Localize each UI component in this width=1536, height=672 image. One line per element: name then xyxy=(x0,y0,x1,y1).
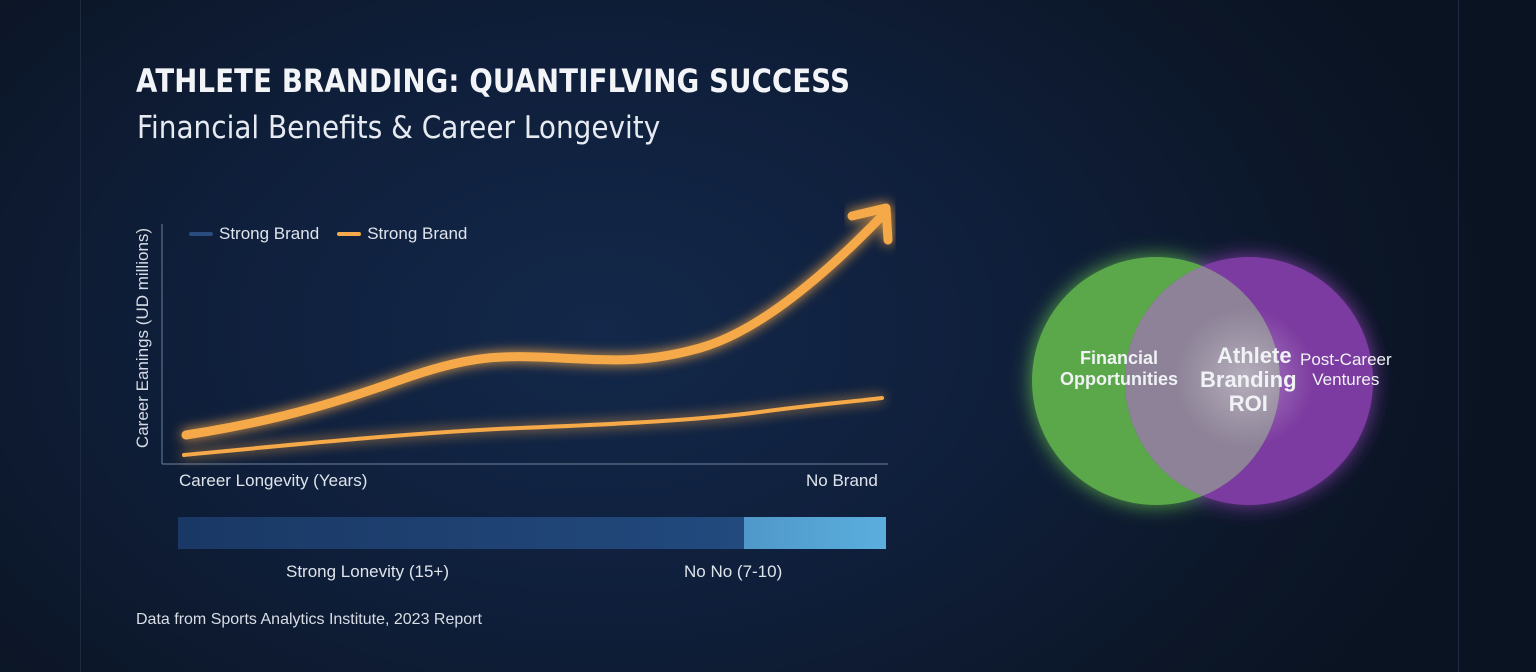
legend-swatch-blue xyxy=(189,232,213,236)
chart-legend: Strong Brand Strong Brand xyxy=(189,224,485,244)
venn-label-line: ROI xyxy=(1228,391,1268,417)
legend-item-blue: Strong Brand xyxy=(189,224,319,244)
bar-label-strong: Strong Lonevity (15+) xyxy=(286,562,450,581)
venn-label-line: Post-Career xyxy=(1300,350,1392,369)
source-note: Data from Sports Analytics Institute, 20… xyxy=(136,611,482,628)
arrow-up-icon xyxy=(847,203,893,245)
x-axis-right-label: No Brand xyxy=(806,471,878,490)
page-subtitle: Financial Benefits & Career Longevity xyxy=(137,110,661,146)
longevity-bar xyxy=(178,517,886,549)
y-axis-label-text: Career Eanings (UD millions) xyxy=(133,227,152,449)
no-brand-line xyxy=(182,396,884,457)
venn-label-line: Opportunities xyxy=(1060,368,1178,389)
right-divider xyxy=(1458,0,1459,672)
venn-label-financial: Financial Opportunities xyxy=(1060,348,1178,389)
venn-label-line: Branding xyxy=(1200,367,1297,393)
venn-label-center: Athlete Branding ROI xyxy=(1200,343,1297,417)
bar-segment-no xyxy=(744,517,886,549)
venn-label-line: Athlete xyxy=(1217,343,1292,368)
venn-label-line: Ventures xyxy=(1312,369,1380,389)
legend-item-orange: Strong Brand xyxy=(337,224,467,244)
venn-center-glow xyxy=(1175,308,1315,448)
x-axis-label: Career Longevity (Years) xyxy=(179,471,368,490)
left-divider xyxy=(80,0,81,672)
page-title: ATHLETE BRANDING: QUANTIFLVING SUCCESS xyxy=(136,62,851,100)
strong-brand-line xyxy=(181,213,885,440)
legend-label: Strong Brand xyxy=(219,224,320,243)
legend-swatch-orange xyxy=(337,232,362,236)
venn-label-post-career: Post-Career Ventures xyxy=(1300,350,1392,389)
bar-segment-strong xyxy=(178,517,745,549)
legend-label: Strong Brand xyxy=(367,224,468,243)
venn-label-line: Financial xyxy=(1079,348,1159,368)
bar-label-no: No No (7-10) xyxy=(684,562,783,581)
